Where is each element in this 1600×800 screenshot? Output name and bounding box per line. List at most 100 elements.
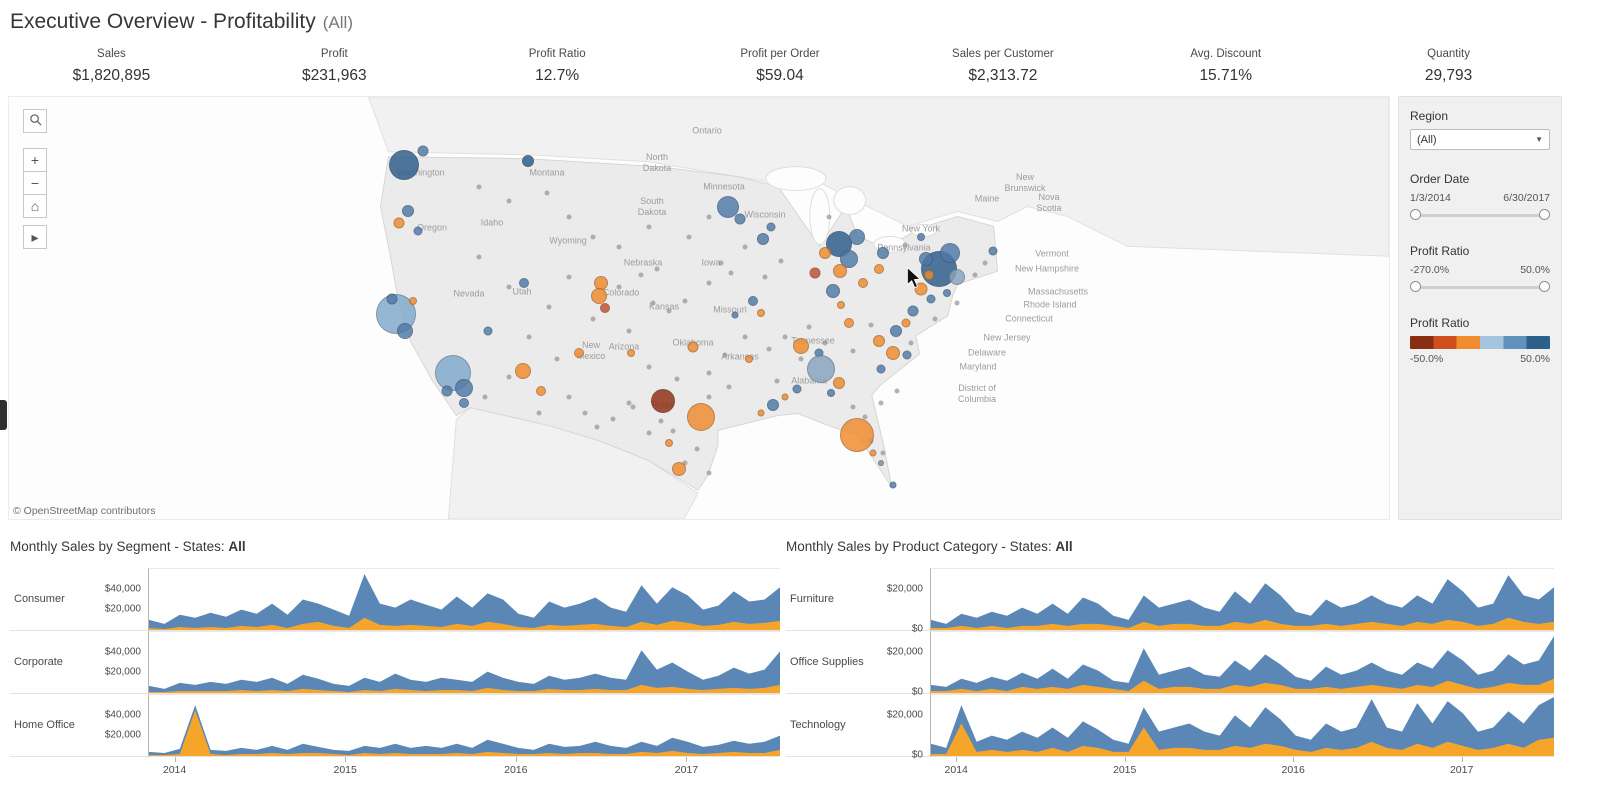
map-bubble-orange[interactable] <box>745 355 753 363</box>
map-attribution-link[interactable]: © OpenStreetMap contributors <box>13 505 156 517</box>
map-bubble-orange[interactable] <box>858 278 868 288</box>
map-bubble-darkblue[interactable] <box>389 150 419 180</box>
map-bubble-blue[interactable] <box>792 384 802 394</box>
map-dot[interactable] <box>778 258 784 264</box>
map-dot[interactable] <box>476 254 482 260</box>
map-bubble-blue[interactable] <box>757 233 769 245</box>
map-bubble-blue[interactable] <box>889 481 897 489</box>
map-dot[interactable] <box>722 352 728 358</box>
map-dot[interactable] <box>658 418 664 424</box>
map-bubble-orange[interactable] <box>591 288 607 304</box>
profit-ratio-slider-handle-min[interactable] <box>1410 281 1421 292</box>
map-bubble-blue[interactable] <box>455 379 473 397</box>
map-bubble-blue[interactable] <box>943 289 951 297</box>
map-dot[interactable] <box>566 394 572 400</box>
map-pan-mode-button[interactable]: ▸ <box>23 225 47 249</box>
map-dot[interactable] <box>782 334 788 340</box>
map-dot[interactable] <box>682 298 688 304</box>
map-dot[interactable] <box>862 414 868 420</box>
map-bubble-blue[interactable] <box>748 296 758 306</box>
map-dot[interactable] <box>762 274 768 280</box>
map-bubble-blue[interactable] <box>417 145 429 157</box>
map-dot[interactable] <box>850 404 856 410</box>
map-bubble-orange[interactable] <box>536 386 546 396</box>
map-dot[interactable] <box>526 334 532 340</box>
map-search-button[interactable] <box>23 109 47 133</box>
map-dot[interactable] <box>566 274 572 280</box>
map-bubble-orange[interactable] <box>687 341 699 353</box>
map-dot[interactable] <box>932 316 938 322</box>
map-bubble-orange[interactable] <box>833 264 847 278</box>
map-dot[interactable] <box>476 184 482 190</box>
map-dot[interactable] <box>626 328 632 334</box>
map-bubble-blue[interactable] <box>734 213 746 225</box>
region-dropdown[interactable]: (All) ▼ <box>1410 129 1550 150</box>
map-dot[interactable] <box>706 280 712 286</box>
map-bubble-orange[interactable] <box>515 363 531 379</box>
map-bubble-darkblue[interactable] <box>522 155 534 167</box>
map-bubble-blue[interactable] <box>877 247 889 259</box>
map-dot[interactable] <box>546 304 552 310</box>
map-bubble-orange[interactable] <box>924 270 934 280</box>
collapsed-panel-tab[interactable] <box>0 400 7 430</box>
map-dot[interactable] <box>638 272 644 278</box>
map-dot[interactable] <box>582 410 588 416</box>
map-bubble-blue[interactable] <box>441 385 453 397</box>
map-bubble-orange[interactable] <box>901 318 911 328</box>
map-zoom-out-button[interactable]: − <box>23 171 47 195</box>
map-dot[interactable] <box>706 394 712 400</box>
map-dot[interactable] <box>972 272 978 278</box>
map-dot[interactable] <box>706 370 712 376</box>
map-bubble-blue[interactable] <box>840 250 858 268</box>
map-bubble-blue[interactable] <box>767 399 779 411</box>
map-bubble-red[interactable] <box>600 303 610 313</box>
map-bubble-orange[interactable] <box>874 264 884 274</box>
map-dot[interactable] <box>646 430 652 436</box>
map-dot[interactable] <box>706 470 712 476</box>
map-dot[interactable] <box>506 284 512 290</box>
map-bubble-blue[interactable] <box>386 293 398 305</box>
map-bubble-orange[interactable] <box>833 377 845 389</box>
map-dot[interactable] <box>798 356 804 362</box>
map-dot[interactable] <box>650 300 656 306</box>
map-dot[interactable] <box>594 424 600 430</box>
map-dot[interactable] <box>868 322 874 328</box>
map-dot[interactable] <box>670 428 676 434</box>
map-bubble-red[interactable] <box>809 267 821 279</box>
map-bubble-blue[interactable] <box>519 278 529 288</box>
map-dot[interactable] <box>590 234 596 240</box>
map-bubble-blue[interactable] <box>731 311 739 319</box>
map-dot[interactable] <box>590 316 596 322</box>
map-bubble-blue[interactable] <box>907 305 919 317</box>
map-dot[interactable] <box>566 214 572 220</box>
area-chart-consumer[interactable] <box>148 568 780 631</box>
map-dot[interactable] <box>630 404 636 410</box>
map-bubble-orange[interactable] <box>687 403 715 431</box>
map-dot[interactable] <box>646 224 652 230</box>
map-bubble-blue[interactable] <box>926 294 936 304</box>
map-dot[interactable] <box>894 388 900 394</box>
map-dot[interactable] <box>726 384 732 390</box>
map-dot[interactable] <box>742 244 748 250</box>
map-bubble-blue[interactable] <box>876 364 886 374</box>
map-bubble-orange[interactable] <box>757 409 765 417</box>
map-bubble-orange[interactable] <box>781 393 789 401</box>
map-dot[interactable] <box>766 346 772 352</box>
area-chart-furniture[interactable] <box>930 568 1554 631</box>
map-bubble-blue[interactable] <box>483 326 493 336</box>
map-bubble-orange[interactable] <box>672 462 686 476</box>
map-dot[interactable] <box>682 460 688 466</box>
map-dot[interactable] <box>902 242 908 248</box>
map-dot[interactable] <box>806 324 812 330</box>
map-dot[interactable] <box>728 270 734 276</box>
area-chart-office-supplies[interactable] <box>930 631 1554 694</box>
map-bubble-steel[interactable] <box>949 269 965 285</box>
map-dot[interactable] <box>674 376 680 382</box>
map-dot[interactable] <box>954 300 960 306</box>
map-dot[interactable] <box>554 356 560 362</box>
map-bubble-blue[interactable] <box>940 243 960 263</box>
map-bubble-orange[interactable] <box>627 349 635 357</box>
map-bubble-orange[interactable] <box>793 338 809 354</box>
map-bubble-orange[interactable] <box>393 217 405 229</box>
map-bubble-blue[interactable] <box>890 325 902 337</box>
